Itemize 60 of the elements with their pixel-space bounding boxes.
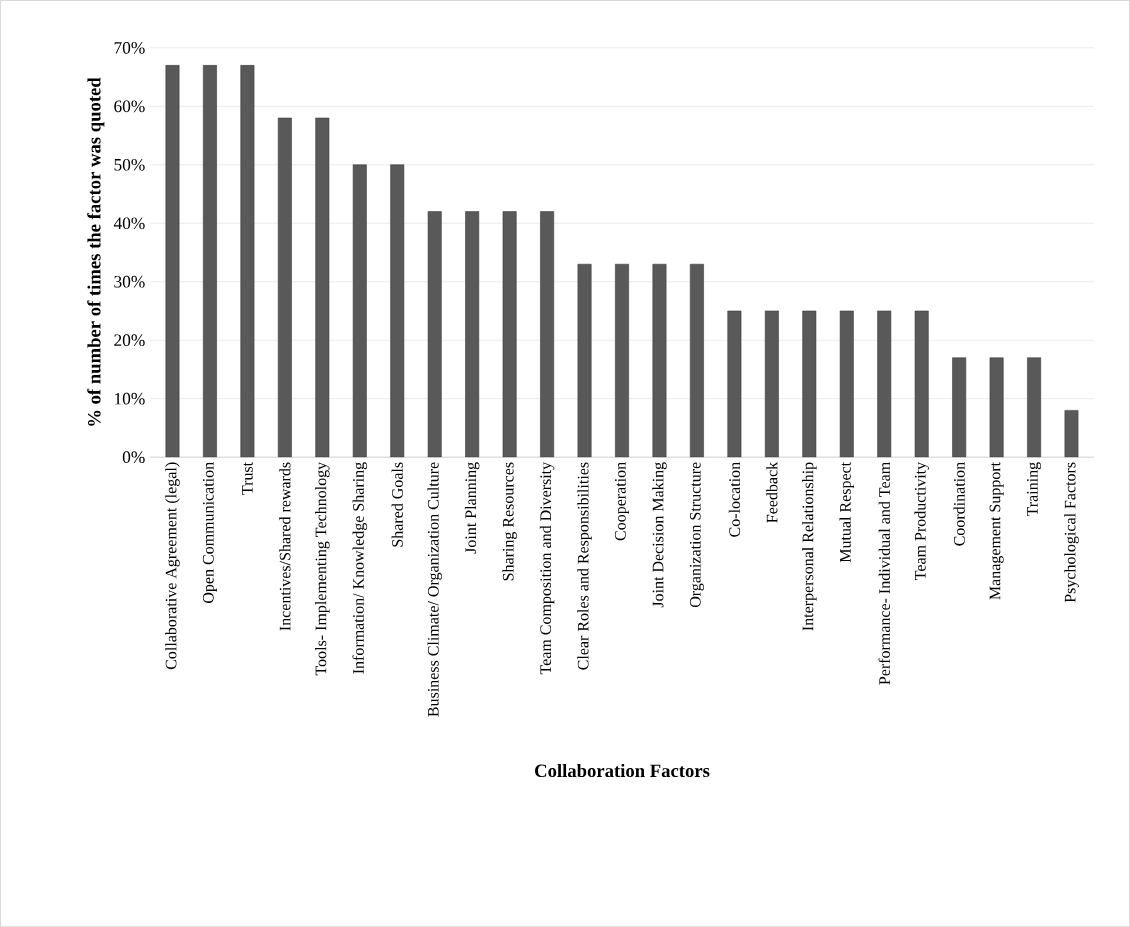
bar xyxy=(277,117,292,458)
bar xyxy=(390,164,405,458)
bar xyxy=(240,65,255,458)
bar xyxy=(1064,410,1079,458)
y-tick-label: 10% xyxy=(115,392,145,405)
x-tick-label: Mutual Respect xyxy=(839,461,855,563)
x-tick-label: Open Communication xyxy=(202,462,217,603)
x-axis-title: Collaboration Factors xyxy=(535,763,710,777)
x-tick-label: Training xyxy=(1027,462,1042,517)
bar xyxy=(727,310,742,458)
bar xyxy=(427,211,442,458)
x-tick-label: Team Composition and Diversity xyxy=(539,461,555,675)
x-tick-label: Feedback xyxy=(766,461,778,523)
x-tick-label: Performance- Individual and Team xyxy=(878,462,890,685)
y-axis-title: % of number of times the factor was quoted xyxy=(87,77,105,426)
bar xyxy=(203,65,217,458)
bar xyxy=(315,117,330,458)
x-tick-label: Tools- Implementing Technology xyxy=(315,461,330,676)
x-tick-label: Joint Decision Making xyxy=(652,462,667,608)
x-tick-label: Collaborative Agreement (legal) xyxy=(165,462,180,670)
bar xyxy=(764,310,779,458)
bar xyxy=(352,164,367,458)
bar xyxy=(689,263,704,458)
y-tick-label: 40% xyxy=(113,217,145,230)
bar xyxy=(615,263,629,458)
y-tick-label: 20% xyxy=(114,334,145,347)
bar xyxy=(502,211,517,458)
x-tick-label: Shared Goals xyxy=(391,462,403,547)
y-tick-label: 60% xyxy=(114,100,145,113)
y-tick-label: 50% xyxy=(114,158,145,171)
bar xyxy=(802,310,817,458)
bar xyxy=(540,211,555,458)
x-tick-label: Cooperation xyxy=(615,462,630,541)
x-tick-label: Coordination xyxy=(953,462,965,546)
y-tick-label: 0% xyxy=(122,451,145,463)
x-tick-label: Incentives/Shared rewards xyxy=(279,462,291,631)
y-tick-label: 30% xyxy=(114,275,145,288)
x-tick-label: Psychological Factors xyxy=(1064,462,1079,603)
x-tick-label: Clear Roles and Responsibilities xyxy=(577,462,592,670)
x-tick-label: Management Support xyxy=(989,461,1004,600)
bar xyxy=(989,357,1004,458)
bar xyxy=(165,65,180,458)
y-tick-label: 70% xyxy=(114,41,145,54)
bar xyxy=(577,263,592,458)
x-tick-label: Trust xyxy=(242,461,253,495)
bar xyxy=(465,211,480,458)
bar xyxy=(877,310,892,458)
bar xyxy=(1027,357,1042,458)
bar xyxy=(652,263,667,458)
x-tick-label: Business Climate/ Organization Culture xyxy=(427,462,442,717)
x-tick-label: Information/ Knowledge Sharing xyxy=(352,462,368,674)
x-tick-label: Interpersonal Relationship xyxy=(802,462,817,631)
x-tick-label: Sharing Resources xyxy=(502,462,517,581)
bar xyxy=(914,310,929,458)
x-tick-label: Organization Structure xyxy=(689,462,704,608)
x-tick-label: Team Productivity xyxy=(914,461,929,580)
x-tick-label: Joint Planning xyxy=(464,462,480,554)
bar xyxy=(952,357,967,458)
x-tick-label: Co-location xyxy=(728,462,741,537)
bar xyxy=(839,310,854,458)
